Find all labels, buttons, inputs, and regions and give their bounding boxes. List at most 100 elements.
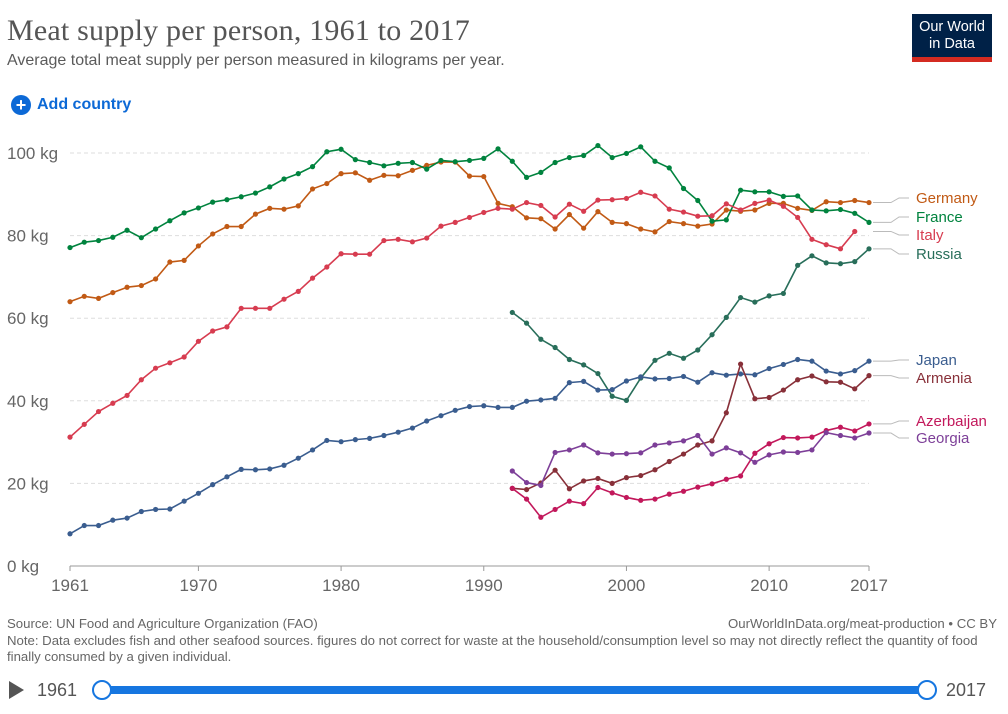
- data-point[interactable]: [623, 475, 630, 481]
- data-point[interactable]: [367, 159, 373, 166]
- data-point[interactable]: [652, 376, 658, 382]
- data-point[interactable]: [309, 275, 316, 281]
- data-point[interactable]: [680, 488, 687, 494]
- data-point[interactable]: [395, 173, 401, 179]
- data-point[interactable]: [523, 174, 530, 180]
- data-point[interactable]: [723, 201, 729, 207]
- data-point[interactable]: [823, 242, 829, 248]
- data-point[interactable]: [652, 442, 658, 448]
- data-point[interactable]: [238, 223, 244, 230]
- data-point[interactable]: [795, 262, 801, 268]
- series-japan[interactable]: [67, 356, 872, 537]
- data-point[interactable]: [495, 205, 501, 211]
- data-point[interactable]: [609, 154, 615, 161]
- data-point[interactable]: [309, 447, 316, 453]
- data-point[interactable]: [581, 152, 587, 159]
- data-point[interactable]: [295, 203, 301, 209]
- series-line[interactable]: [69, 161, 870, 303]
- data-point[interactable]: [110, 289, 116, 296]
- data-point[interactable]: [67, 531, 73, 537]
- data-point[interactable]: [695, 379, 701, 385]
- data-point[interactable]: [666, 218, 672, 225]
- data-point[interactable]: [737, 294, 744, 301]
- data-point[interactable]: [110, 400, 116, 406]
- data-point[interactable]: [780, 290, 786, 297]
- data-point[interactable]: [666, 375, 672, 382]
- data-point[interactable]: [695, 442, 701, 448]
- timeline-start-handle[interactable]: [92, 680, 112, 700]
- data-point[interactable]: [67, 434, 73, 440]
- data-point[interactable]: [680, 221, 687, 227]
- data-point[interactable]: [81, 293, 87, 299]
- data-point[interactable]: [609, 480, 615, 486]
- data-point[interactable]: [866, 373, 872, 379]
- data-point[interactable]: [523, 320, 530, 326]
- data-point[interactable]: [552, 467, 558, 473]
- data-point[interactable]: [809, 447, 815, 453]
- data-point[interactable]: [609, 451, 615, 457]
- data-point[interactable]: [110, 517, 116, 523]
- data-point[interactable]: [352, 157, 358, 163]
- data-point[interactable]: [338, 171, 344, 177]
- data-point[interactable]: [766, 197, 772, 203]
- data-point[interactable]: [509, 309, 515, 316]
- data-point[interactable]: [338, 146, 344, 152]
- data-point[interactable]: [523, 496, 530, 502]
- data-point[interactable]: [852, 386, 858, 392]
- data-point[interactable]: [595, 197, 601, 203]
- legend-label-armenia[interactable]: Armenia: [916, 370, 973, 387]
- data-point[interactable]: [538, 202, 544, 209]
- data-point[interactable]: [837, 379, 844, 385]
- data-point[interactable]: [866, 430, 872, 436]
- data-point[interactable]: [737, 371, 744, 377]
- data-point[interactable]: [795, 205, 801, 211]
- data-point[interactable]: [666, 440, 672, 446]
- data-point[interactable]: [695, 213, 701, 219]
- data-point[interactable]: [766, 394, 772, 401]
- data-point[interactable]: [852, 368, 858, 374]
- data-point[interactable]: [153, 365, 159, 371]
- data-point[interactable]: [552, 159, 558, 166]
- data-point[interactable]: [395, 160, 401, 166]
- data-point[interactable]: [752, 207, 758, 213]
- data-point[interactable]: [509, 158, 515, 164]
- data-point[interactable]: [281, 296, 287, 302]
- data-point[interactable]: [623, 221, 630, 227]
- data-point[interactable]: [638, 189, 644, 195]
- data-point[interactable]: [181, 210, 187, 216]
- data-point[interactable]: [723, 217, 729, 223]
- add-country-button[interactable]: + Add country: [11, 95, 131, 115]
- data-point[interactable]: [409, 159, 416, 166]
- data-point[interactable]: [95, 522, 102, 529]
- data-point[interactable]: [652, 193, 658, 199]
- data-point[interactable]: [595, 475, 601, 482]
- data-point[interactable]: [523, 199, 530, 206]
- data-point[interactable]: [809, 207, 815, 213]
- data-point[interactable]: [295, 455, 301, 461]
- data-point[interactable]: [652, 158, 658, 164]
- data-point[interactable]: [766, 293, 772, 299]
- data-point[interactable]: [581, 208, 587, 214]
- data-point[interactable]: [538, 336, 544, 342]
- data-point[interactable]: [666, 458, 672, 465]
- data-point[interactable]: [666, 350, 672, 356]
- data-point[interactable]: [181, 498, 187, 504]
- data-point[interactable]: [823, 260, 829, 266]
- data-point[interactable]: [795, 435, 801, 441]
- data-point[interactable]: [252, 305, 259, 311]
- data-point[interactable]: [823, 379, 829, 385]
- data-point[interactable]: [581, 362, 587, 368]
- data-point[interactable]: [224, 474, 230, 480]
- data-point[interactable]: [866, 246, 872, 252]
- data-point[interactable]: [595, 484, 601, 491]
- legend-label-georgia[interactable]: Georgia: [916, 430, 970, 447]
- data-point[interactable]: [195, 243, 202, 249]
- data-point[interactable]: [195, 205, 202, 211]
- data-point[interactable]: [267, 305, 273, 311]
- data-point[interactable]: [638, 374, 644, 380]
- data-point[interactable]: [138, 508, 144, 515]
- timeline-end-handle[interactable]: [917, 680, 937, 700]
- data-point[interactable]: [367, 435, 373, 441]
- data-point[interactable]: [581, 478, 587, 484]
- data-point[interactable]: [809, 253, 815, 259]
